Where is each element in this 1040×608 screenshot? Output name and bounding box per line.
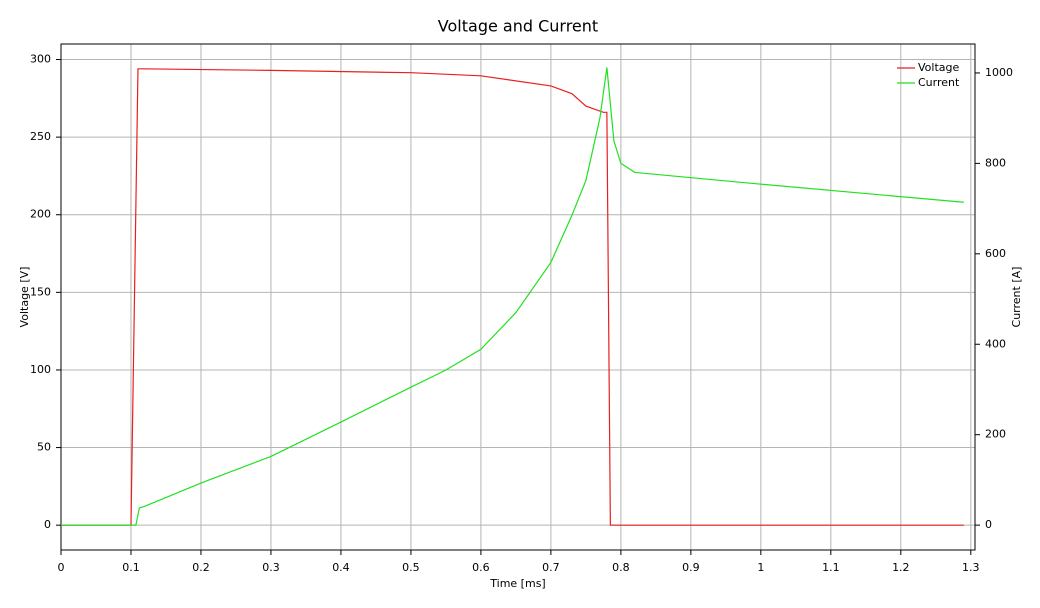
y-tick-label: 50	[37, 441, 51, 454]
y2-tick-label: 400	[985, 337, 1006, 350]
series-line	[61, 67, 964, 526]
x-tick-label: 0.6	[472, 561, 490, 574]
y2-tick-label: 600	[985, 247, 1006, 260]
y-tick-label: 300	[30, 53, 51, 66]
legend-label: Voltage	[918, 61, 959, 74]
x-tick-label: 0.3	[262, 561, 280, 574]
y-tick-label: 100	[30, 363, 51, 376]
x-tick-label: 0.8	[612, 561, 630, 574]
y-axis-label: Voltage [V]	[18, 267, 31, 328]
y-tick-label: 0	[44, 518, 51, 531]
x-tick-label: 1.3	[962, 561, 980, 574]
x-tick-label: 0.7	[542, 561, 560, 574]
plot-frame	[60, 43, 976, 551]
x-tick-label: 1	[757, 561, 764, 574]
x-axis-label: Time [ms]	[489, 577, 545, 590]
y2-tick-label: 800	[985, 156, 1006, 169]
x-tick-label: 0.9	[682, 561, 700, 574]
series-line	[61, 68, 964, 526]
y-tick-label: 200	[30, 208, 51, 221]
y2-tick-label: 0	[985, 518, 992, 531]
chart-title: Voltage and Current	[438, 17, 598, 36]
x-tick-label: 0	[58, 561, 65, 574]
y-tick-label: 250	[30, 130, 51, 143]
legend-label: Current	[918, 76, 960, 89]
y2-tick-label: 200	[985, 428, 1006, 441]
x-tick-label: 0.2	[192, 561, 210, 574]
x-tick-label: 1.2	[892, 561, 910, 574]
x-tick-label: 0.4	[332, 561, 350, 574]
x-tick-label: 0.5	[402, 561, 420, 574]
y-tick-label: 150	[30, 285, 51, 298]
x-tick-label: 1.1	[822, 561, 840, 574]
y2-tick-label: 1000	[985, 66, 1013, 79]
x-tick-label: 0.1	[122, 561, 140, 574]
y2-axis-label: Current [A]	[1010, 267, 1023, 328]
